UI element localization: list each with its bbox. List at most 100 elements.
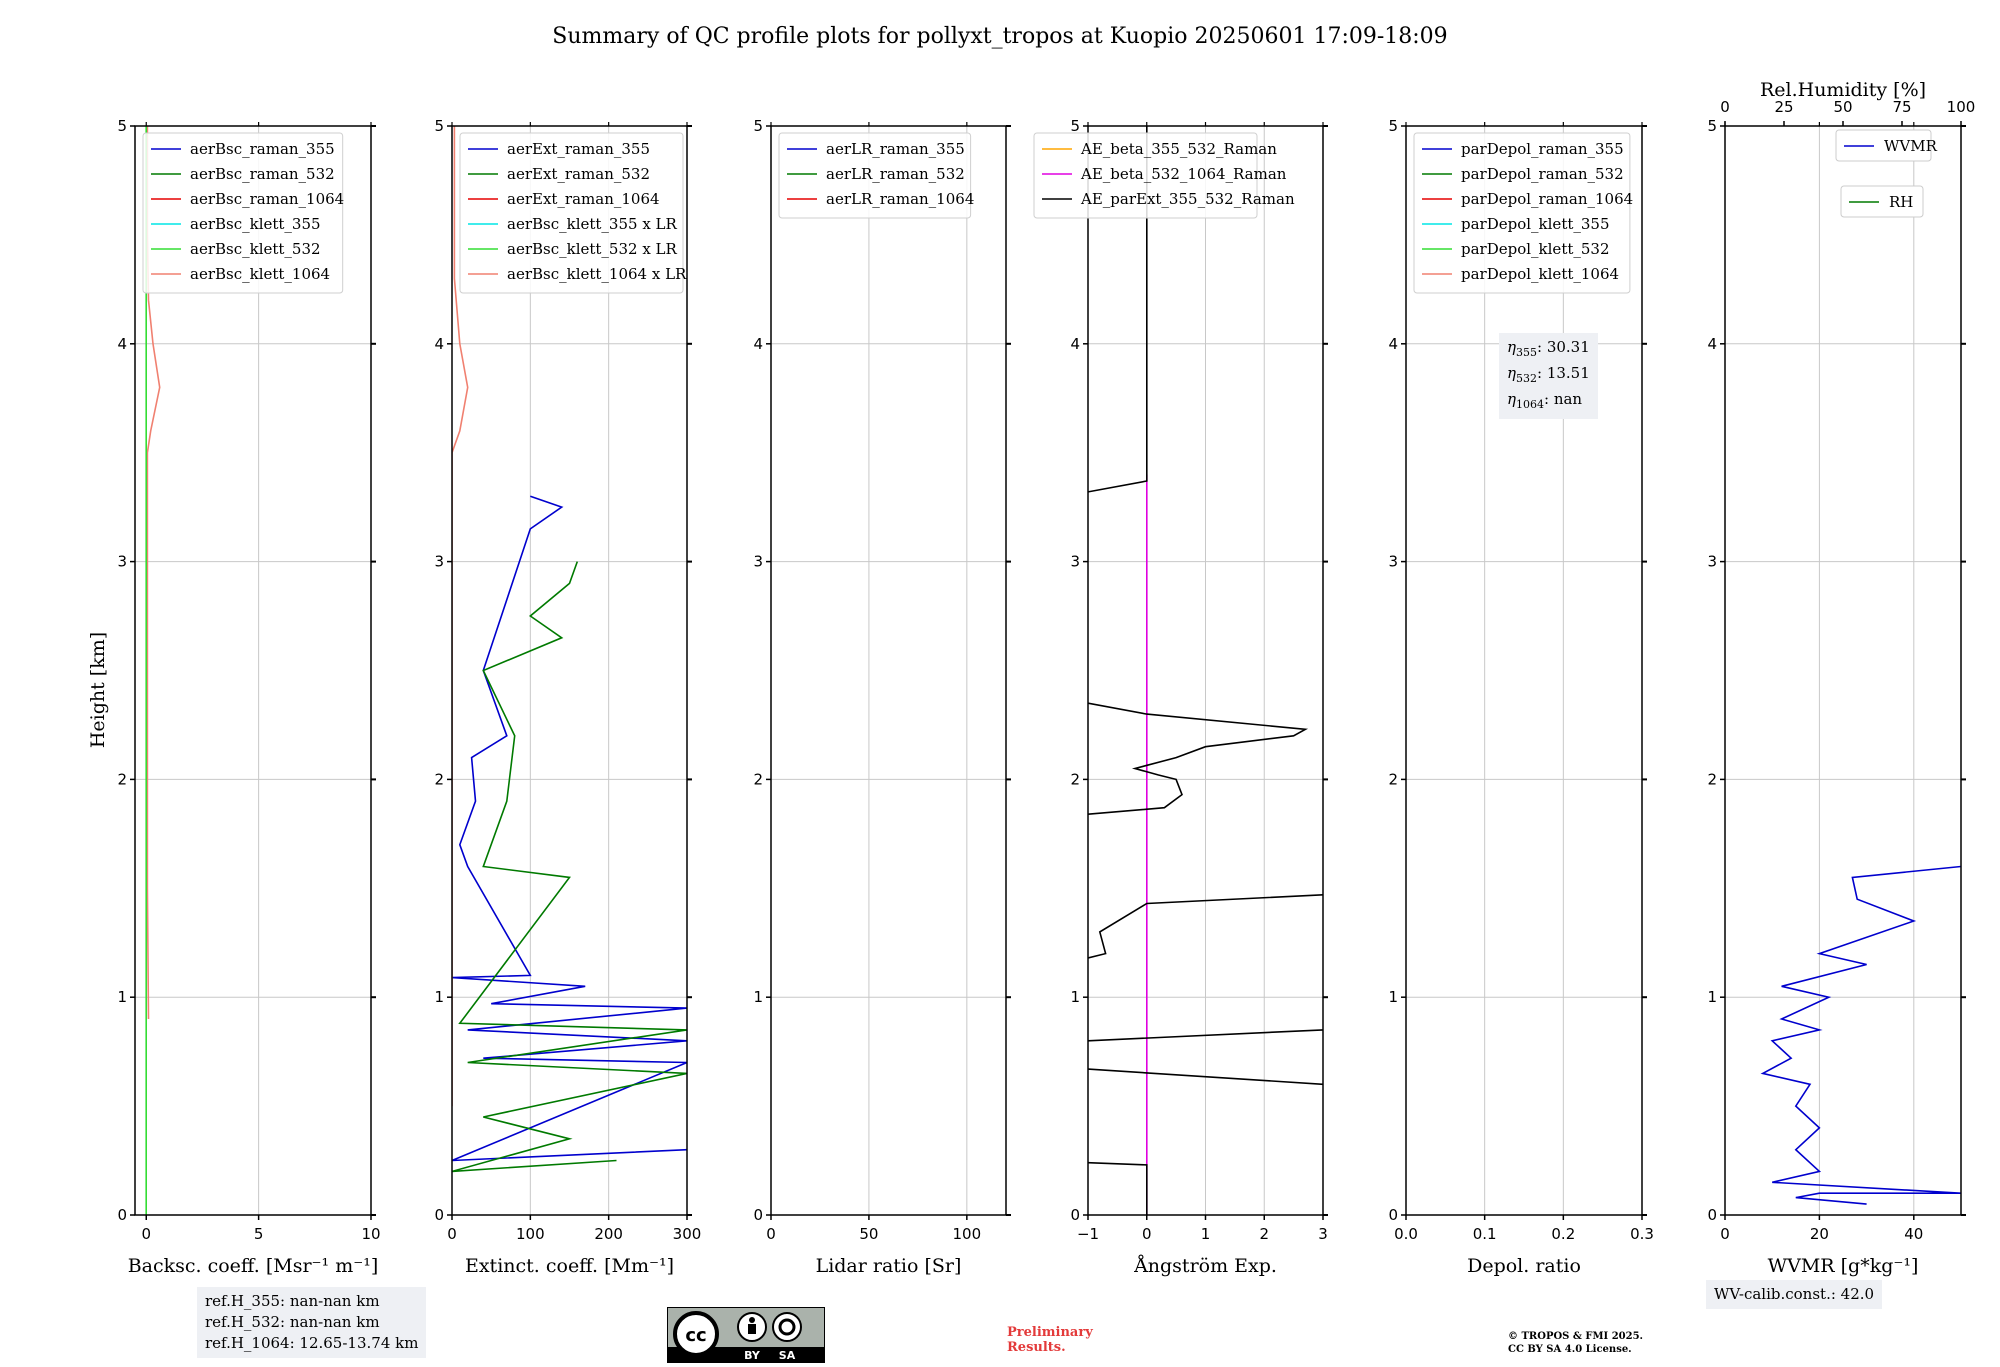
x-tick-label: 1 xyxy=(1201,1225,1211,1243)
x-axis-label: Extinct. coeff. [Mm⁻¹] xyxy=(465,1255,674,1277)
top-x-tick-label: 0 xyxy=(1720,98,1730,116)
copyright-note: © TROPOS & FMI 2025. CC BY SA 4.0 Licens… xyxy=(1508,1331,1644,1355)
y-tick-label: 5 xyxy=(434,117,444,135)
y-tick-label: 2 xyxy=(1388,770,1398,788)
x-axis-label: WVMR [g*kg⁻¹] xyxy=(1768,1255,1919,1277)
legend-entry: AE_beta_355_532_Raman xyxy=(1080,140,1277,158)
x-tick-label: 100 xyxy=(953,1225,982,1243)
x-tick-label: 0.1 xyxy=(1473,1225,1497,1243)
axes-frame xyxy=(134,125,372,1216)
y-tick-label: 5 xyxy=(1070,117,1080,135)
x-tick-label: 0.3 xyxy=(1630,1225,1654,1243)
series-line-AE_parExt_355_532_Raman xyxy=(1088,702,1309,815)
legend-box xyxy=(1413,132,1631,294)
y-tick-label: 3 xyxy=(1388,553,1398,571)
top-x-tick-label: 50 xyxy=(1833,98,1852,116)
y-axis-label: Height [km] xyxy=(87,632,109,748)
y-tick-label: 2 xyxy=(117,770,127,788)
wv-calib-text: WV-calib.const.: 42.0 xyxy=(1714,1285,1875,1303)
top-x-tick-label: 100 xyxy=(1947,98,1976,116)
legend-entry: AE_beta_532_1064_Raman xyxy=(1080,165,1287,183)
y-tick-label: 4 xyxy=(1388,335,1398,353)
legend-entry: aerLR_raman_1064 xyxy=(826,190,974,208)
y-tick-label: 4 xyxy=(434,335,444,353)
y-tick-label: 2 xyxy=(1070,770,1080,788)
x-tick-label: 0 xyxy=(1142,1225,1152,1243)
refh-355: ref.H_355: nan-nan km xyxy=(205,1292,380,1310)
legend-entry: parDepol_klett_532 xyxy=(1461,240,1610,258)
y-tick-label: 1 xyxy=(1388,988,1398,1006)
svg-text:cc: cc xyxy=(685,1325,706,1346)
y-tick-label: 4 xyxy=(1707,335,1717,353)
refh-532: ref.H_532: nan-nan km xyxy=(205,1313,380,1331)
x-tick-label: 0 xyxy=(447,1225,457,1243)
x-tick-label: −1 xyxy=(1077,1225,1099,1243)
legend-entry: parDepol_raman_1064 xyxy=(1461,190,1633,208)
legend-entry: aerBsc_raman_355 xyxy=(190,140,335,158)
panel-2: 0 1 2 3 4 5 0 100 200 300 Extinct. coeff. [Mm⁻¹] ae… xyxy=(434,117,701,1277)
legend-entry: aerBsc_klett_1064 xyxy=(190,265,330,283)
y-tick-label: 5 xyxy=(753,117,763,135)
legend-entry: aerBsc_klett_355 x LR xyxy=(507,215,678,233)
x-tick-label: 0.2 xyxy=(1551,1225,1575,1243)
x-tick-label: 2 xyxy=(1259,1225,1269,1243)
x-tick-label: 0 xyxy=(141,1225,151,1243)
y-tick-label: 3 xyxy=(1707,553,1717,571)
y-tick-label: 2 xyxy=(753,770,763,788)
cc-by-label: BY xyxy=(744,1349,761,1362)
legend-entry: parDepol_raman_532 xyxy=(1461,165,1624,183)
top-x-tick-label: 75 xyxy=(1892,98,1911,116)
y-tick-label: 0 xyxy=(1707,1206,1717,1224)
x-tick-label: 100 xyxy=(516,1225,545,1243)
series-line-AE_parExt_355_532_Raman xyxy=(1088,894,1323,959)
cc-sa-label: SA xyxy=(779,1349,796,1362)
x-tick-label: 0.0 xyxy=(1394,1225,1418,1243)
top-axis-label: Rel.Humidity [%] xyxy=(1760,79,1926,101)
x-tick-label: 5 xyxy=(254,1225,264,1243)
y-tick-label: 4 xyxy=(753,335,763,353)
y-tick-label: 1 xyxy=(117,988,127,1006)
y-tick-label: 3 xyxy=(1070,553,1080,571)
legend-entry: parDepol_raman_355 xyxy=(1461,140,1624,158)
legend-entry: aerBsc_raman_532 xyxy=(190,165,335,183)
series-line-aerExt_raman_355 xyxy=(452,495,687,1162)
y-tick-label: 5 xyxy=(1707,117,1717,135)
x-tick-label: 3 xyxy=(1318,1225,1328,1243)
figure-title: Summary of QC profile plots for pollyxt_… xyxy=(552,24,1447,49)
eta-box: η355: 30.31 η532: 13.51 η1064: nan xyxy=(1499,333,1598,419)
top-x-tick-label: 25 xyxy=(1774,98,1793,116)
eta-532: 13.51 xyxy=(1546,364,1590,382)
legend-entry: aerBsc_klett_532 xyxy=(190,240,321,258)
legend-entry: aerBsc_raman_1064 xyxy=(190,190,344,208)
x-axis-label: Backsc. coeff. [Msr⁻¹ m⁻¹] xyxy=(128,1255,379,1277)
y-tick-label: 1 xyxy=(753,988,763,1006)
y-tick-label: 4 xyxy=(117,335,127,353)
x-tick-label: 300 xyxy=(673,1225,702,1243)
legend-box xyxy=(459,132,684,294)
x-tick-label: 200 xyxy=(594,1225,623,1243)
legend-entry: parDepol_klett_1064 xyxy=(1461,265,1619,283)
y-tick-label: 0 xyxy=(434,1206,444,1224)
legend-box xyxy=(778,132,972,219)
eta-1064: nan xyxy=(1553,390,1583,408)
y-tick-label: 0 xyxy=(1388,1206,1398,1224)
x-tick-label: 40 xyxy=(1904,1225,1923,1243)
preliminary-note: Preliminary Results. xyxy=(1007,1325,1093,1355)
y-tick-label: 2 xyxy=(1707,770,1717,788)
y-tick-label: 2 xyxy=(434,770,444,788)
y-tick-label: 0 xyxy=(753,1206,763,1224)
legend-box xyxy=(1033,132,1258,219)
legend-box xyxy=(1840,185,1924,218)
legend-entry: aerLR_raman_355 xyxy=(826,140,965,158)
legend-entry: parDepol_klett_355 xyxy=(1461,215,1610,233)
y-tick-label: 0 xyxy=(1070,1206,1080,1224)
panel-5: 0 1 2 3 4 5 0.0 0.1 0.2 0.3 Depol. ratio parDepol_r… xyxy=(1388,117,1653,1277)
axes-frame xyxy=(451,125,688,1216)
x-axis-label: Depol. ratio xyxy=(1467,1255,1581,1277)
legend-entry: aerBsc_klett_355 xyxy=(190,215,321,233)
legend-box xyxy=(1835,129,1932,162)
y-tick-label: 1 xyxy=(434,988,444,1006)
legend-entry: aerExt_raman_532 xyxy=(507,165,650,183)
